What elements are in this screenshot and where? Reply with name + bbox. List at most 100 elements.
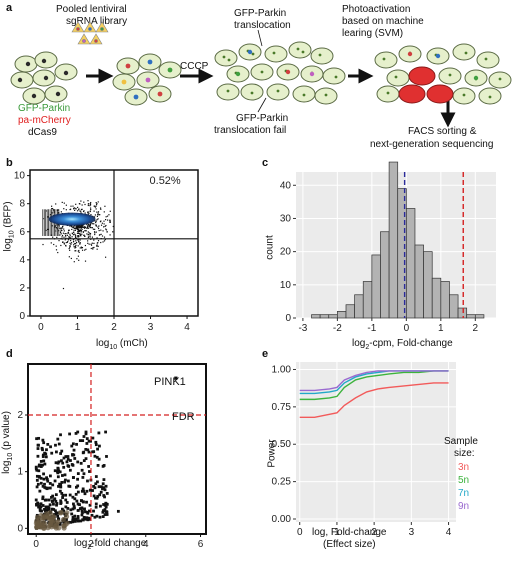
c-bar — [431, 277, 442, 319]
d-gene-point — [76, 502, 80, 506]
d-gene-point — [82, 459, 86, 463]
d-gene-point — [50, 500, 54, 503]
b-event-dot — [65, 235, 67, 237]
b-event-dot — [95, 221, 97, 224]
b-event-dot — [45, 210, 47, 212]
d-gene-point — [86, 510, 90, 514]
b-event-dot — [52, 207, 54, 210]
d-gene-point — [91, 489, 94, 492]
b-event-dot — [100, 233, 102, 235]
b-event-dot — [63, 228, 65, 230]
b-event-dot — [81, 204, 83, 206]
b-event-dot — [78, 251, 80, 253]
b-event-dot — [76, 227, 78, 229]
b-event-dot — [99, 214, 101, 216]
b-event-dot — [61, 234, 64, 237]
d-gene-point — [72, 448, 76, 452]
b-event-dot — [80, 212, 82, 214]
b-event-dot — [94, 206, 96, 208]
d-gene-point — [54, 509, 57, 513]
d-gene-point — [46, 505, 50, 509]
b-event-dot — [63, 208, 65, 210]
b-event-dot — [95, 204, 98, 206]
b-event-dot — [103, 226, 105, 228]
c-ylabel: count — [264, 235, 276, 260]
b-event-dot — [70, 208, 72, 210]
d-gene-point — [73, 519, 77, 523]
b-event-dot — [89, 232, 91, 235]
b-event-dot — [72, 205, 74, 207]
b-event-dot — [87, 231, 89, 233]
d-gene-point — [88, 488, 92, 492]
b-event-dot — [104, 205, 106, 207]
b-event-dot — [79, 227, 81, 229]
legend-dcas9: dCas9 — [28, 127, 57, 138]
b-event-dot — [62, 287, 65, 290]
b-event-dot — [75, 244, 77, 247]
b-event-dot — [77, 239, 79, 241]
d-gene-point — [59, 502, 63, 505]
b-event-dot — [96, 237, 98, 239]
b-event-dot — [61, 226, 64, 228]
d-gene-point — [72, 476, 75, 479]
b-event-dot — [78, 241, 80, 243]
b-event-dot — [75, 240, 77, 242]
b-event-dot — [73, 207, 75, 209]
b-event-dot — [83, 210, 85, 212]
d-gene-point — [42, 472, 45, 476]
b-event-dot — [84, 203, 86, 206]
d-gene-point — [71, 515, 75, 519]
b-event-dot — [90, 208, 92, 211]
d-gene-point — [45, 477, 49, 481]
b-event-dot — [55, 245, 57, 247]
b-event-dot — [60, 233, 62, 235]
d-gene-point — [51, 483, 55, 487]
b-event-dot — [58, 225, 60, 227]
b-event-dot — [109, 221, 111, 223]
b-event-dot — [97, 226, 99, 228]
d-gene-point — [92, 484, 95, 488]
d-xtick-label: 4 — [143, 539, 149, 550]
d-gene-point — [46, 479, 50, 483]
b-event-dot — [81, 224, 83, 226]
d-gene-point — [44, 509, 48, 513]
d-gene-point — [73, 514, 77, 518]
d-gene-point — [116, 509, 120, 513]
b-event-dot — [67, 239, 70, 241]
b-event-dot — [81, 249, 84, 251]
d-gene-point — [64, 498, 68, 502]
d-gene-point — [92, 494, 96, 498]
d-gene-point — [99, 485, 103, 489]
b-event-dot — [90, 244, 93, 246]
b-event-dot — [103, 223, 105, 225]
e-ytick-label: 0.25 — [272, 477, 292, 488]
d-dense-point — [58, 510, 64, 516]
d-gene-point — [71, 507, 75, 511]
d-gene-point — [38, 489, 42, 493]
b-event-dot — [83, 227, 86, 229]
d-gene-point — [76, 516, 80, 520]
b-event-dot — [57, 212, 59, 214]
d-gene-point — [46, 442, 50, 446]
e-legend-9n: 9n — [458, 501, 470, 512]
b-event-dot — [95, 224, 97, 226]
c-bar — [319, 314, 330, 319]
d-gene-point — [59, 483, 63, 487]
d-gene-point — [62, 509, 66, 513]
b-event-dot — [96, 244, 98, 246]
translocation-label-line2: translocation — [234, 20, 291, 31]
b-event-dot — [93, 216, 96, 218]
b-event-dot — [71, 228, 73, 231]
b-event-dot — [76, 232, 79, 234]
fail-label-line2: translocation fail — [214, 125, 287, 136]
b-event-dot — [96, 248, 98, 250]
b-event-dot — [63, 230, 65, 232]
facs-label-line2: next-generation sequencing — [370, 139, 494, 150]
b-event-dot — [78, 226, 80, 228]
b-event-dot — [67, 229, 70, 231]
e-series-line-3n — [299, 382, 449, 419]
d-gene-point — [54, 512, 58, 516]
b-event-dot — [104, 256, 107, 258]
b-event-dot — [65, 244, 67, 247]
d-gene-point — [71, 442, 75, 446]
